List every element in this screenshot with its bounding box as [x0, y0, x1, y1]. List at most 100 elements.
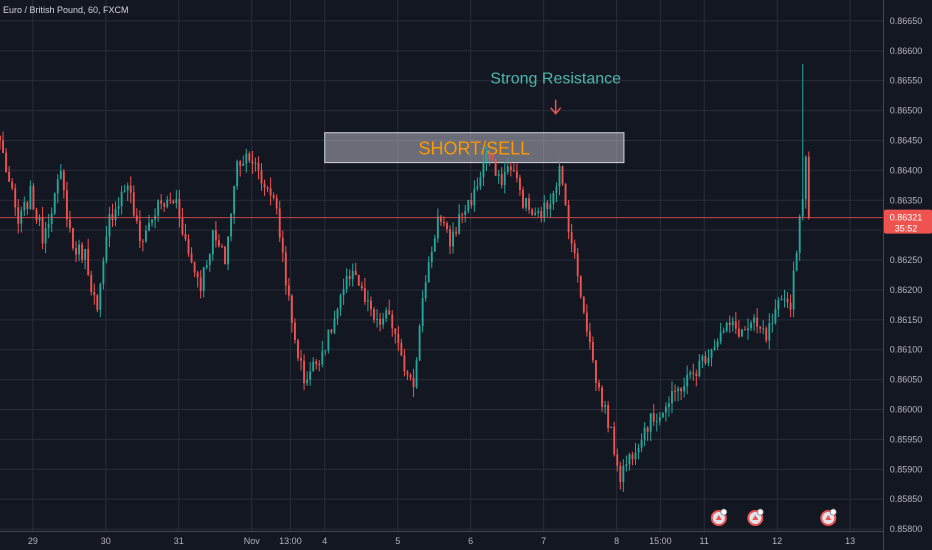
- event-badge-3[interactable]: [820, 508, 837, 526]
- candle-body: [661, 412, 664, 418]
- candle-body: [287, 285, 290, 296]
- candle-body: [205, 265, 208, 268]
- short-sell-label: SHORT/SELL: [418, 139, 530, 159]
- candle-body: [601, 387, 603, 407]
- candle-body: [160, 200, 163, 204]
- candle-body: [637, 447, 640, 453]
- candle-body: [29, 185, 32, 209]
- candle-body: [96, 295, 99, 310]
- candle-body: [403, 355, 406, 372]
- candle-body: [300, 358, 302, 361]
- candle-body: [321, 351, 324, 365]
- candle-body: [187, 239, 190, 254]
- candle-body: [555, 186, 558, 194]
- candle-body: [588, 331, 591, 343]
- candle-body: [257, 162, 260, 171]
- candle-body: [704, 356, 707, 364]
- candle-body: [8, 171, 11, 182]
- candle-body: [93, 291, 96, 296]
- time-tick-label: 7: [541, 536, 546, 546]
- candle-body: [452, 231, 455, 247]
- candle-body: [674, 391, 676, 393]
- price-tick-label: 0.86250: [890, 255, 923, 265]
- candle-body: [485, 152, 488, 162]
- candle-body: [591, 342, 594, 361]
- candle-body: [728, 322, 731, 326]
- price-axis[interactable]: [883, 0, 932, 550]
- candle-body: [801, 199, 804, 217]
- price-tick-labels: 0.86650 0.86600 0.86550 0.86500 0.86450 0.864…: [890, 16, 923, 534]
- candle-body: [464, 210, 467, 215]
- candle-body: [807, 156, 810, 218]
- candle-body: [351, 270, 354, 280]
- candle-body: [415, 360, 418, 388]
- candle-body: [467, 200, 470, 211]
- candle-body: [202, 267, 205, 292]
- candle-body: [792, 270, 795, 310]
- candle-body: [442, 221, 445, 224]
- candle-body: [683, 386, 686, 392]
- candle-body: [47, 224, 50, 229]
- candle-body: [357, 275, 360, 286]
- candle-body: [576, 253, 579, 276]
- candle-body: [531, 209, 534, 215]
- candle-body: [275, 197, 278, 209]
- candle-body: [111, 214, 114, 220]
- candle-body: [370, 300, 372, 310]
- candle-body: [789, 302, 792, 310]
- candle-body: [604, 405, 607, 407]
- candle-body: [382, 318, 385, 325]
- candle-body: [522, 189, 524, 208]
- resistance-note: Strong Resistance: [490, 71, 621, 115]
- candle-body: [747, 328, 749, 331]
- event-badge-1[interactable]: [710, 508, 728, 526]
- price-tick-label: 0.86400: [890, 165, 923, 175]
- price-tick-label: 0.86050: [890, 375, 923, 385]
- short-sell-zone[interactable]: [324, 132, 625, 164]
- candle-body: [771, 322, 774, 324]
- candle-body: [470, 200, 473, 206]
- candle-body: [701, 356, 704, 361]
- candle-body: [284, 252, 287, 286]
- candle-body: [84, 249, 87, 260]
- candle-body: [141, 241, 144, 243]
- candle-body: [515, 171, 518, 178]
- candle-body: [412, 377, 415, 388]
- price-tick-label: 0.86350: [890, 195, 923, 205]
- time-axis[interactable]: [0, 531, 883, 550]
- candle-body: [649, 413, 652, 432]
- candle-body: [199, 277, 202, 292]
- time-tick-label: 30: [101, 536, 111, 546]
- candle-body: [126, 185, 129, 191]
- candle-body: [567, 204, 570, 233]
- candle-body: [65, 190, 68, 220]
- candle-body: [333, 318, 336, 333]
- candle-body: [281, 237, 284, 253]
- candle-body: [698, 360, 701, 377]
- candle-body: [20, 210, 23, 224]
- candle-body: [239, 161, 242, 166]
- candle-body: [616, 454, 619, 466]
- candle-body: [75, 248, 77, 255]
- candle-body: [546, 202, 549, 210]
- candle-body: [266, 187, 269, 189]
- candle-body: [78, 244, 80, 255]
- event-badge-2[interactable]: [747, 508, 764, 526]
- candle-body: [640, 439, 643, 448]
- candle-body: [482, 161, 485, 178]
- calendar-event-icon: [752, 515, 759, 520]
- candle-body: [41, 217, 44, 244]
- candle-body: [391, 314, 394, 329]
- candle-body: [677, 388, 680, 392]
- candle-body: [123, 190, 126, 192]
- candle-body: [461, 214, 464, 216]
- candle-body: [151, 219, 153, 223]
- candle-body: [172, 200, 175, 203]
- candle-body: [242, 163, 245, 166]
- candle-body: [56, 179, 59, 194]
- candle-body: [804, 156, 807, 200]
- candle-body: [254, 162, 257, 164]
- time-tick-label: 11: [700, 536, 709, 546]
- candle-body: [114, 208, 117, 220]
